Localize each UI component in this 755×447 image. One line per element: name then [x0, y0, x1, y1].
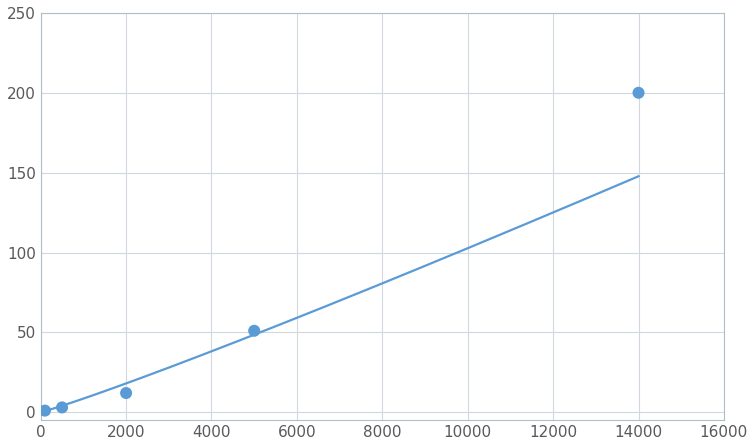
- Point: [39, 407, 51, 414]
- Point: [248, 327, 260, 334]
- Point: [633, 89, 645, 97]
- Point: [56, 404, 68, 411]
- Point: [120, 389, 132, 396]
